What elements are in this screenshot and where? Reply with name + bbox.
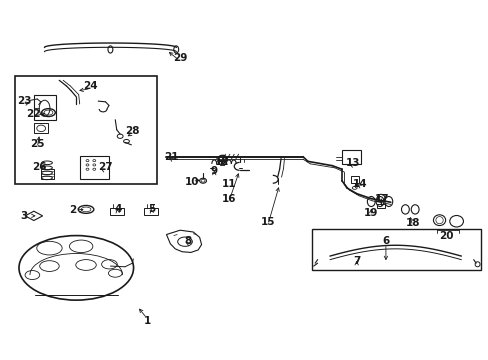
Text: 27: 27 — [98, 162, 113, 172]
Bar — [341, 149, 360, 164]
Text: 19: 19 — [364, 208, 378, 218]
Text: 9: 9 — [210, 166, 217, 176]
Bar — [110, 208, 123, 215]
Bar — [34, 95, 56, 120]
Bar — [80, 156, 109, 179]
Text: 15: 15 — [260, 217, 275, 227]
Text: 13: 13 — [345, 158, 359, 168]
Text: 17: 17 — [374, 194, 388, 204]
Bar — [350, 176, 358, 183]
Text: 10: 10 — [184, 177, 199, 187]
Text: 28: 28 — [125, 126, 139, 135]
Bar — [376, 204, 384, 208]
Text: 11: 11 — [221, 179, 236, 189]
Text: 22: 22 — [26, 109, 41, 119]
Bar — [15, 76, 157, 184]
Text: 25: 25 — [30, 139, 44, 149]
Text: 5: 5 — [148, 204, 155, 214]
Text: 12: 12 — [215, 157, 229, 167]
Text: 3: 3 — [20, 211, 28, 221]
Text: 18: 18 — [405, 218, 419, 228]
Bar — [311, 229, 480, 270]
Bar — [34, 123, 48, 134]
Text: 29: 29 — [173, 53, 187, 63]
Text: 23: 23 — [17, 96, 31, 106]
Text: 8: 8 — [184, 236, 192, 246]
Text: 24: 24 — [83, 81, 98, 91]
Text: 16: 16 — [221, 194, 236, 204]
Text: 2: 2 — [69, 206, 76, 216]
Text: 6: 6 — [382, 236, 389, 246]
Text: 14: 14 — [352, 179, 367, 189]
Text: 20: 20 — [439, 231, 453, 240]
Bar — [41, 168, 54, 179]
Text: 1: 1 — [143, 316, 150, 325]
Text: 7: 7 — [352, 256, 360, 266]
Text: 4: 4 — [114, 204, 121, 214]
Text: 26: 26 — [32, 162, 47, 172]
Bar — [144, 208, 158, 215]
Text: 21: 21 — [164, 152, 178, 162]
